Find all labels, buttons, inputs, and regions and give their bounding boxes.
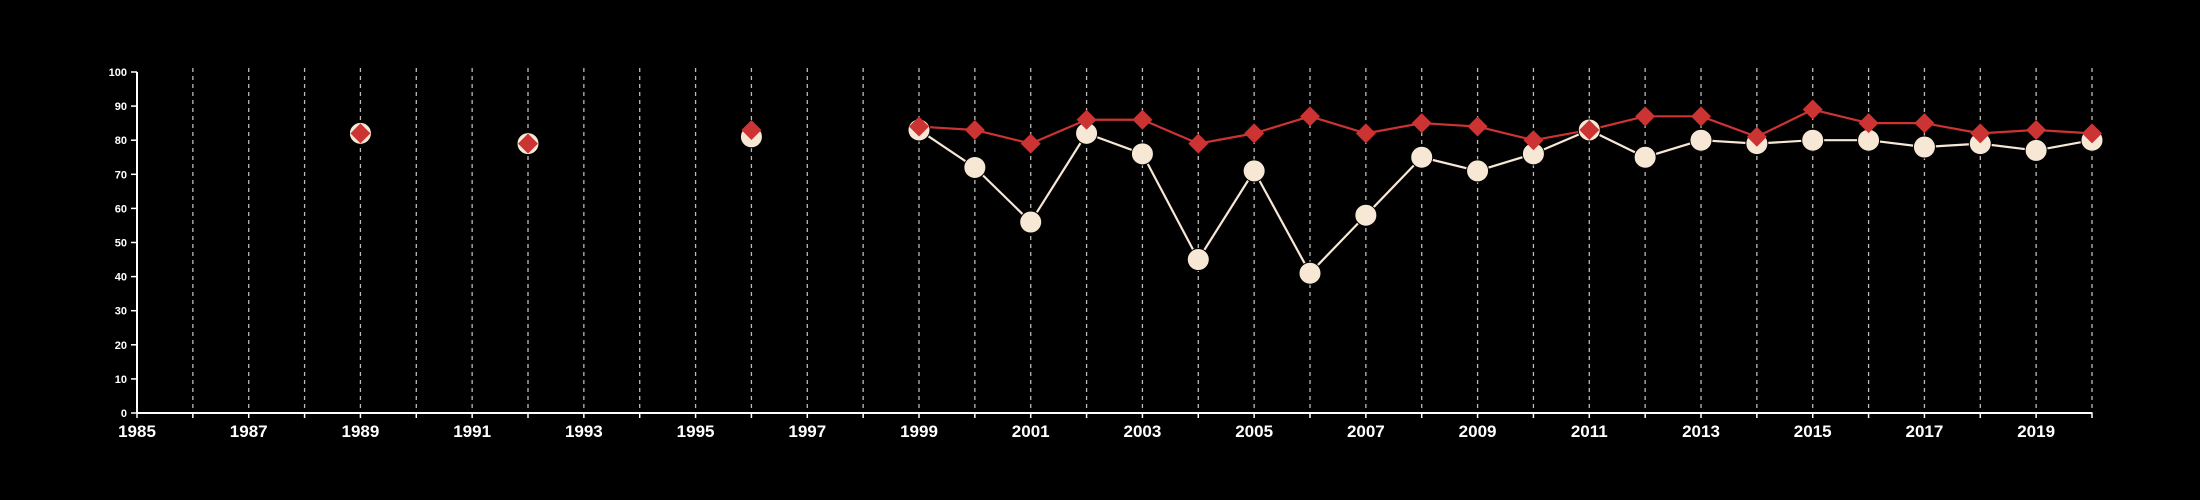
x-tick-label: 1985 (118, 422, 156, 441)
circle-point (1801, 128, 1825, 152)
diamond-point (1188, 133, 1209, 154)
diamond-point (1802, 99, 1823, 120)
diamond-point (741, 119, 762, 140)
series-circle-line (918, 128, 2093, 275)
y-tick-label: 90 (115, 101, 127, 113)
data-series (348, 99, 2104, 285)
y-tick-label: 20 (115, 340, 127, 352)
y-tick-label: 80 (115, 135, 127, 147)
diamond-point (909, 116, 929, 137)
circle-point (1633, 145, 1657, 169)
diamond-point (1914, 113, 1935, 134)
circle-point (963, 155, 987, 179)
circle-point (1298, 261, 1322, 285)
circle-point (1019, 210, 1043, 234)
diamond-point (1355, 123, 1376, 144)
diamond-point (1970, 123, 1991, 144)
circle-point (1912, 135, 1936, 159)
diamond-point (1020, 133, 1041, 154)
diamond-point (1300, 106, 1320, 127)
x-tick-label: 2011 (1571, 422, 1608, 441)
diamond-point (1467, 116, 1488, 137)
diamond-point (1691, 106, 1711, 127)
diamond-point (518, 133, 538, 154)
y-tick-label: 70 (115, 169, 127, 181)
axes: 0 10 20 30 40 50 60 70 80 90 100 1985 1987 1989 1991 19… (109, 67, 2093, 441)
series-diamond-line (918, 108, 2093, 145)
y-tick-label: 60 (115, 203, 127, 215)
x-tick-label: 1993 (565, 422, 603, 441)
x-tick-label: 2007 (1347, 422, 1385, 441)
y-tick-label: 0 (121, 408, 127, 420)
diamond-point (2082, 123, 2102, 144)
diamond-point (350, 123, 371, 144)
diamond-point (964, 119, 985, 140)
circle-point (2024, 138, 2048, 162)
x-tick-label: 1989 (342, 422, 380, 441)
y-tick-label: 50 (115, 238, 127, 250)
x-tick-label: 1999 (900, 422, 938, 441)
circle-point (1354, 203, 1378, 227)
diamond-point (2026, 119, 2047, 140)
diamond-point (1411, 113, 1432, 134)
diamond-point (1746, 126, 1767, 147)
x-tick-label: 2015 (1794, 422, 1832, 441)
circle-point (1186, 248, 1210, 272)
y-tick-label: 40 (115, 272, 127, 284)
circle-point (1410, 145, 1434, 169)
y-tick-label: 100 (109, 67, 127, 79)
x-tick-label: 1991 (453, 422, 491, 441)
diamond-point (1579, 119, 1600, 140)
x-tick-label: 1987 (230, 422, 268, 441)
y-tick-label: 10 (115, 374, 127, 386)
circle-point (1242, 159, 1266, 183)
x-tick-label: 2013 (1682, 422, 1720, 441)
x-tick-label: 2001 (1012, 422, 1050, 441)
circle-point (1689, 128, 1713, 152)
x-tick-label: 2017 (1906, 422, 1944, 441)
diamond-point (1076, 109, 1097, 130)
x-tick-label: 1995 (677, 422, 715, 441)
diamond-point (1635, 106, 1656, 127)
diamond-point (1523, 130, 1544, 151)
x-tick-label: 2003 (1124, 422, 1162, 441)
x-tick-label: 1997 (788, 422, 826, 441)
circle-point (1466, 159, 1490, 183)
y-tick-label: 30 (115, 306, 127, 318)
x-tick-label: 2005 (1235, 422, 1273, 441)
x-tick-label: 2019 (2017, 422, 2055, 441)
diamond-point (1858, 113, 1879, 134)
circle-point (1130, 142, 1154, 166)
diamond-point (1244, 123, 1265, 144)
x-tick-label: 2009 (1459, 422, 1497, 441)
diamond-point (1132, 109, 1153, 130)
